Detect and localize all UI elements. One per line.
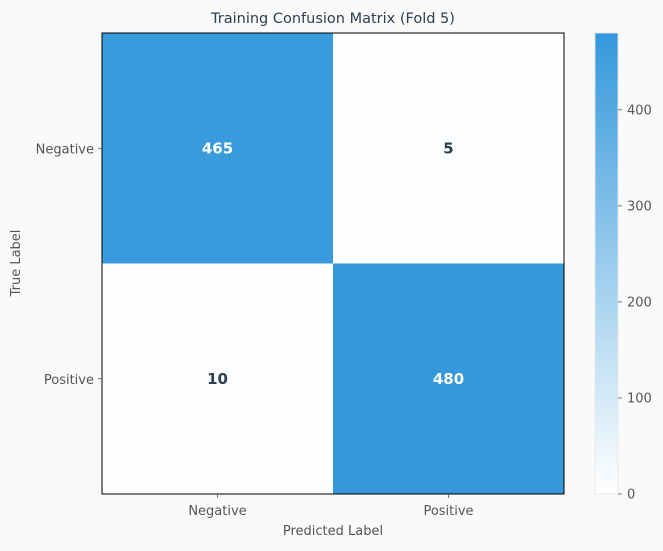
- x-axis-label: Predicted Label: [283, 524, 383, 539]
- x-axis-ticks: Negative Positive: [188, 494, 474, 519]
- y-tick-label: Positive: [44, 373, 94, 388]
- heatmap-cell: [102, 33, 333, 264]
- cell-value-label: 465: [202, 139, 233, 157]
- colorbar-tick-label: 0: [627, 488, 635, 503]
- heatmap-cells: [102, 33, 564, 494]
- heatmap-cell: [333, 33, 564, 264]
- colorbar-tick-label: 100: [627, 391, 652, 406]
- colorbar-tick-label: 200: [627, 295, 652, 310]
- cell-value-labels: 465 5 10 480: [202, 139, 464, 388]
- cell-value-label: 5: [443, 139, 453, 157]
- heatmap-cell: [333, 263, 564, 494]
- plot-frame: [101, 32, 565, 495]
- colorbar: [594, 32, 619, 495]
- colorbar-tick-label: 400: [627, 103, 652, 118]
- colorbar-ticks: 0 100 200 300 400: [618, 103, 652, 503]
- x-tick-label: Negative: [188, 504, 246, 519]
- cell-value-label: 10: [207, 370, 228, 388]
- y-axis-label: True Label: [9, 230, 24, 298]
- y-axis-ticks: Negative Positive: [36, 142, 102, 388]
- colorbar-tick-label: 300: [627, 199, 652, 214]
- chart-title: Training Confusion Matrix (Fold 5): [210, 11, 455, 27]
- y-tick-label: Negative: [36, 142, 94, 157]
- cell-value-label: 480: [433, 370, 464, 388]
- x-tick-label: Positive: [423, 504, 473, 519]
- heatmap-cell: [102, 263, 333, 494]
